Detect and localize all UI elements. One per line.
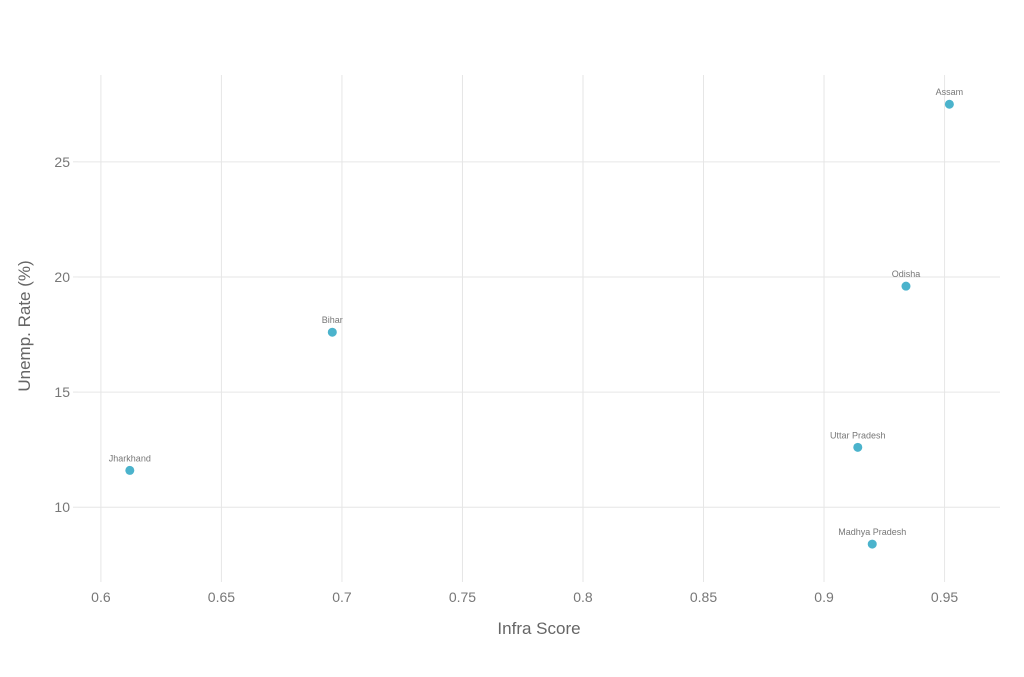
x-axis-label: Infra Score bbox=[497, 619, 580, 638]
y-tick-label: 25 bbox=[54, 154, 70, 170]
y-axis-label: Unemp. Rate (%) bbox=[15, 260, 34, 391]
grid bbox=[73, 75, 1000, 582]
x-tick-label: 0.95 bbox=[931, 589, 958, 605]
x-tick-label: 0.7 bbox=[332, 589, 352, 605]
tick-labels: 0.6 0.65 0.7 0.75 0.8 0.85 0.9 0.95 10 15 20 25 bbox=[54, 154, 958, 605]
x-tick-label: 0.65 bbox=[208, 589, 235, 605]
x-tick-label: 0.9 bbox=[814, 589, 834, 605]
point-label: Odisha bbox=[892, 269, 921, 279]
point-label: Assam bbox=[936, 87, 964, 97]
data-point bbox=[944, 99, 954, 109]
point-label: Bihar bbox=[322, 315, 343, 325]
data-point bbox=[901, 281, 911, 291]
data-point bbox=[853, 442, 863, 452]
data-points: Assam Odisha Bihar Uttar Pradesh Jharkhand Ma… bbox=[109, 87, 964, 549]
point-label: Madhya Pradesh bbox=[838, 527, 906, 537]
x-tick-label: 0.6 bbox=[91, 589, 111, 605]
x-tick-label: 0.75 bbox=[449, 589, 476, 605]
point-label: Jharkhand bbox=[109, 453, 151, 463]
y-tick-label: 15 bbox=[54, 384, 70, 400]
y-tick-label: 20 bbox=[54, 269, 70, 285]
data-point bbox=[327, 327, 337, 337]
x-tick-label: 0.85 bbox=[690, 589, 717, 605]
y-tick-label: 10 bbox=[54, 499, 70, 515]
data-point bbox=[125, 465, 135, 475]
point-label: Uttar Pradesh bbox=[830, 430, 886, 440]
x-tick-label: 0.8 bbox=[573, 589, 593, 605]
data-point bbox=[867, 539, 877, 549]
